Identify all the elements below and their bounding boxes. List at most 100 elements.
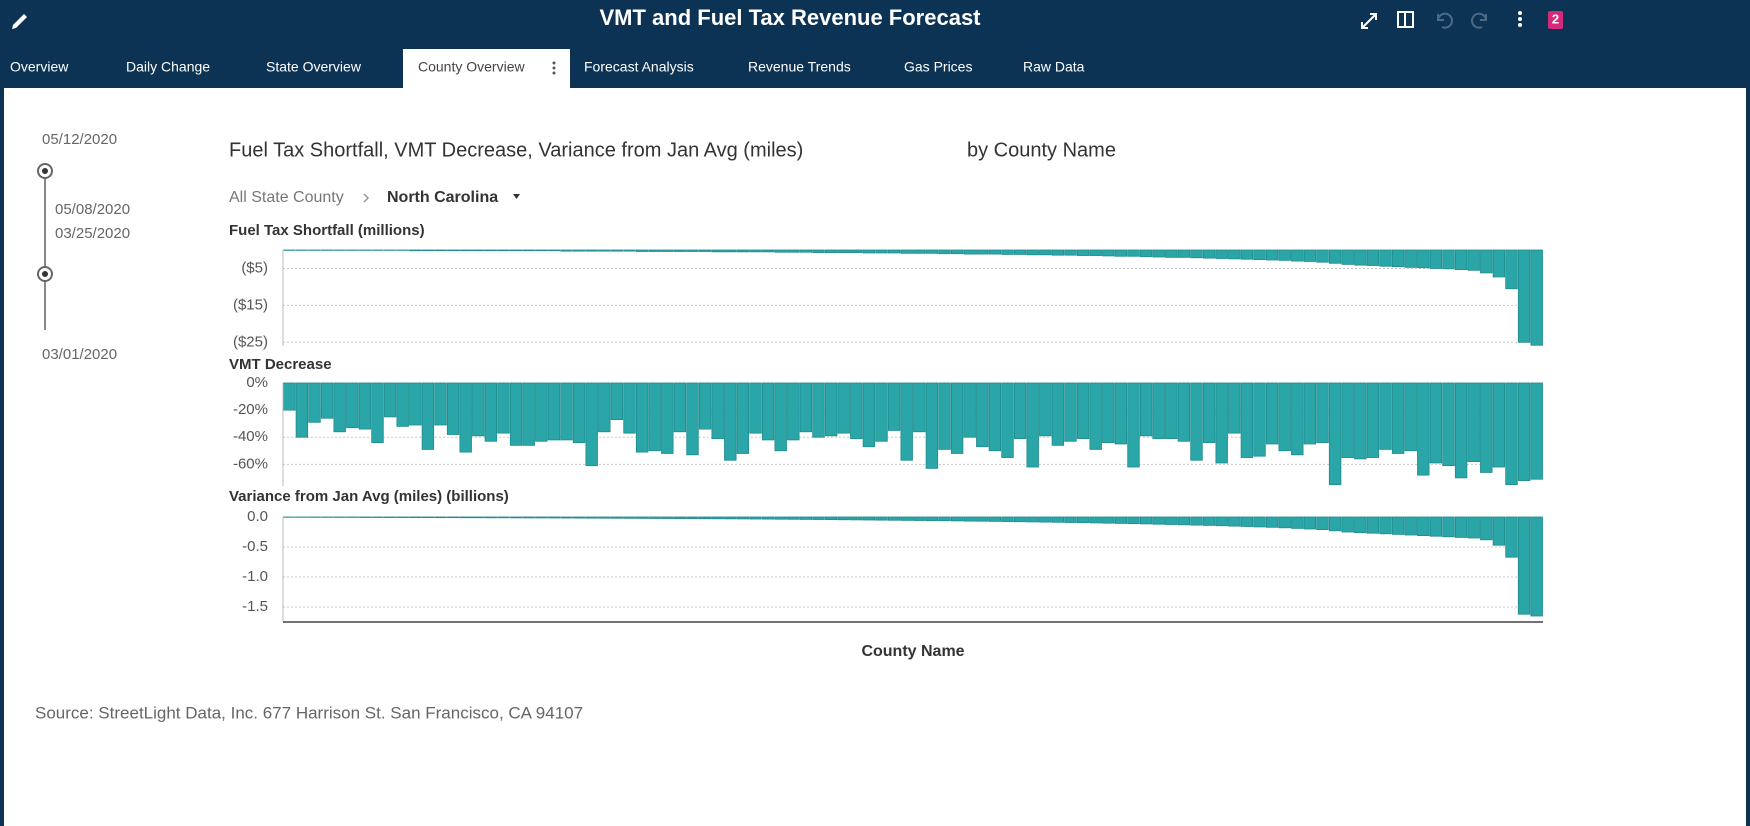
bar [774,382,787,452]
bar [1530,249,1543,346]
maximize-icon[interactable] [1361,13,1377,29]
bar [1228,249,1241,260]
bar [1303,249,1317,262]
y-tick-label: -1.0 [242,568,268,585]
bar [824,382,838,437]
tab-label[interactable]: Daily Change [126,59,210,75]
bar [446,382,460,435]
bar [799,249,813,253]
bar [1354,249,1367,266]
bar [1139,516,1153,525]
bar [497,249,510,252]
bar [661,249,674,252]
breadcrumb-root[interactable]: All State County [229,189,344,206]
bar [1001,249,1014,255]
bar [283,382,296,411]
bar [1429,382,1443,464]
bar [1177,382,1191,442]
bar [1442,516,1455,538]
tab-label[interactable]: Revenue Trends [748,59,851,75]
bar [598,516,611,519]
bar [346,382,359,429]
bar [875,382,888,442]
tab-label[interactable]: Raw Data [1023,59,1085,75]
bar [799,516,813,520]
redo-icon[interactable] [1471,12,1487,29]
bar [787,382,800,441]
tab-label[interactable]: State Overview [266,59,362,75]
bar [623,382,636,434]
y-tick-label: -1.5 [242,598,268,615]
panel-title: VMT Decrease [229,356,332,373]
slider-max: 05/12/2020 [42,131,117,148]
tab-menu-icon[interactable] [552,61,556,75]
bar [862,382,876,448]
bar [1480,249,1493,274]
bar [648,516,661,519]
bar [698,516,712,520]
edit-icon[interactable] [12,14,27,29]
bar [724,382,737,461]
y-tick-label: 0.0 [247,508,268,525]
bar [635,382,649,453]
bar [585,516,598,519]
bar [963,382,976,438]
bar [900,516,913,521]
bar [383,516,397,518]
bar [1404,249,1417,268]
bar [976,516,989,522]
bar [1001,516,1014,522]
bar [1253,249,1266,261]
bar [1051,382,1065,446]
bar [1366,516,1380,534]
badge[interactable] [1548,11,1563,29]
bar [547,516,561,519]
bar [913,516,926,521]
bar [1064,516,1077,523]
tab-label[interactable]: County Overview [418,59,525,75]
app-title: VMT and Fuel Tax Revenue Forecast [599,5,981,30]
tab-label[interactable]: Forecast Analysis [584,59,694,75]
bar [736,382,750,454]
menu-icon[interactable] [1518,11,1522,27]
active-tab[interactable] [403,49,570,88]
tab-label[interactable]: Gas Prices [904,59,972,75]
y-tick-label: -40% [233,428,268,445]
bar [648,382,661,452]
bar [850,249,863,253]
bar [434,516,447,519]
bar [1114,516,1128,524]
bar [497,382,510,434]
bar [610,516,624,519]
bar [1190,516,1203,526]
bar [1190,249,1203,259]
bar [396,382,409,427]
bar [1391,516,1405,535]
bar [1517,382,1531,481]
bar [1240,382,1254,458]
tab-label[interactable]: Overview [10,59,69,75]
bar [900,382,913,461]
undo-icon[interactable] [1437,12,1453,29]
bar [409,249,422,252]
bar [547,249,561,252]
bar [1492,382,1506,468]
bar [1102,516,1115,524]
dropdown-arrow[interactable] [513,194,520,199]
bar [396,516,409,518]
bar [472,249,485,252]
bar [1442,249,1455,270]
bar [724,249,737,253]
bar [459,382,472,453]
bar [711,382,724,439]
bar [1165,382,1178,439]
bar [1228,516,1241,527]
bar [560,249,573,252]
breadcrumb-current[interactable]: North Carolina [387,189,498,206]
slider-end: 05/08/2020 [55,201,130,218]
bar [711,516,724,520]
bar [1379,516,1392,535]
bar [1417,516,1430,537]
bar [661,516,674,519]
bar [749,249,762,253]
